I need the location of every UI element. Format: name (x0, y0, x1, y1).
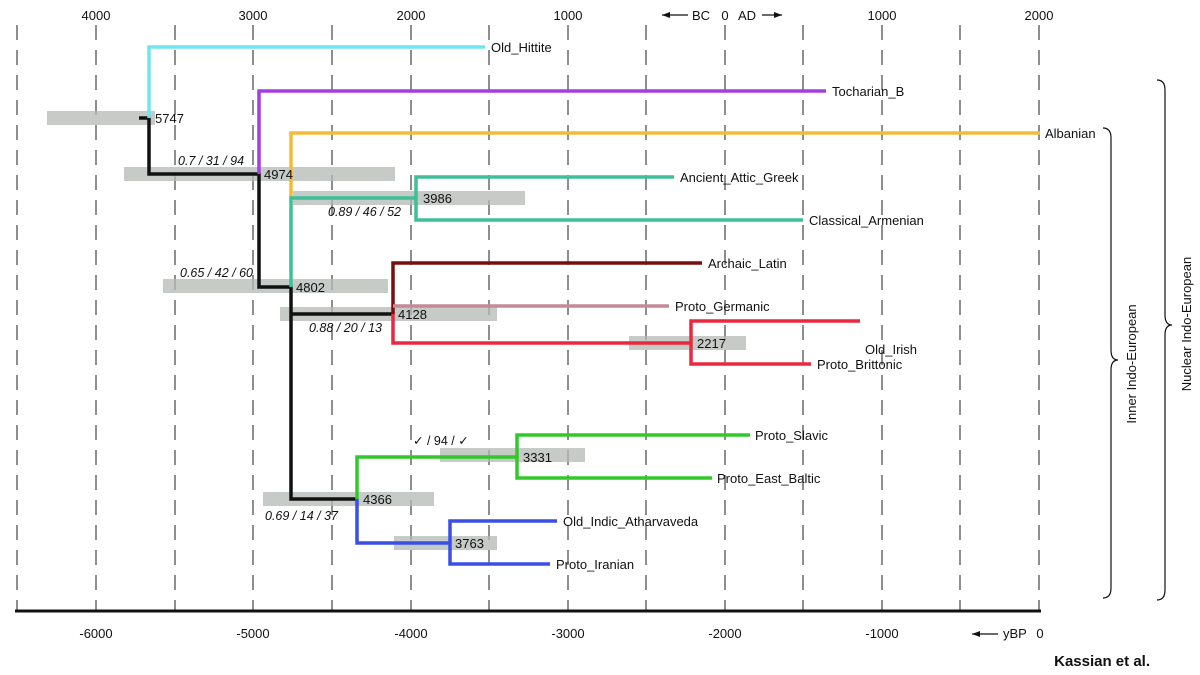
credit-label: Kassian et al. (1054, 653, 1150, 670)
leaf-label-classical-armenian: Classical_Armenian (809, 213, 924, 228)
branch-indo-iranian-stem (355, 499, 450, 545)
branch-old-irish (689, 319, 860, 343)
branch-proto-east-baltic (515, 457, 712, 480)
branch-celtic-stem (391, 314, 691, 345)
era-zero-label: 0 (721, 8, 728, 23)
support-value: 0.89 / 46 / 52 (328, 205, 401, 219)
leaf-label-proto-brittonic: Proto_Brittonic (817, 357, 903, 372)
leaf-label-proto-slavic: Proto_Slavic (755, 428, 828, 443)
bottom-tick: -5000 (236, 626, 269, 641)
leaf-label-proto-germanic: Proto_Germanic (675, 299, 770, 314)
leaf-label-archaic-latin: Archaic_Latin (708, 256, 787, 271)
uncertainty-bar (440, 448, 585, 462)
support-value: 0.65 / 42 / 60 (180, 266, 253, 280)
brace-nuclear-indo-european: Nuclear Indo-European (1156, 79, 1194, 601)
ybp-indicator: yBP (972, 626, 1027, 641)
node-label: 4802 (296, 280, 325, 295)
bottom-tick: -1000 (865, 626, 898, 641)
leaf-label-albanian: Albanian (1045, 126, 1096, 141)
inner-indo-european-label: Inner Indo-European (1124, 304, 1139, 423)
bottom-axis: -6000 -5000 -4000 -3000 -2000 -1000 yBP … (15, 609, 1044, 641)
support-value: 0.7 / 31 / 94 (178, 154, 244, 168)
leaf-label-old-hittite: Old_Hittite (491, 40, 552, 55)
uncertainty-bar (47, 111, 155, 125)
tree-branches (139, 45, 1040, 566)
branch-classical-armenian (414, 198, 803, 222)
support-value: 0.88 / 20 / 13 (309, 321, 382, 335)
bottom-tick: -2000 (708, 626, 741, 641)
branch-root (139, 116, 357, 501)
node-label: 4366 (363, 492, 392, 507)
bottom-tick: -6000 (79, 626, 112, 641)
node-labels: 5747 4974 3986 4802 4128 2217 3331 4366 … (155, 111, 726, 551)
bottom-tick: 0 (1036, 626, 1043, 641)
ybp-label: yBP (1003, 626, 1027, 641)
support-value: 0.69 / 14 / 37 (265, 509, 339, 523)
leaf-labels: Old_Hittite Tocharian_B Albanian Ancient… (491, 40, 1096, 572)
node-label: 3331 (523, 450, 552, 465)
top-tick: 3000 (239, 8, 268, 23)
support-values: 0.7 / 31 / 94 0.89 / 46 / 52 0.65 / 42 /… (178, 154, 469, 523)
node-label: 2217 (697, 336, 726, 351)
node-label: 3763 (455, 536, 484, 551)
leaf-label-ancient-attic-greek: Ancient_Attic_Greek (680, 170, 799, 185)
branch-proto-slavic (515, 433, 750, 457)
branch-greek-armenian-stem (289, 196, 416, 287)
nuclear-indo-european-label: Nuclear Indo-European (1179, 257, 1194, 391)
era-indicator: BC 0 AD (662, 8, 782, 23)
support-value: ✓ / 94 / ✓ (413, 434, 469, 448)
branch-albanian (289, 131, 1040, 198)
branch-ancient-attic-greek (414, 175, 674, 198)
top-tick: 4000 (82, 8, 111, 23)
top-tick: 1000 (554, 8, 583, 23)
node-label: 3986 (423, 191, 452, 206)
era-bc-label: BC (692, 8, 710, 23)
bottom-tick: -3000 (551, 626, 584, 641)
top-tick: 2000 (397, 8, 426, 23)
node-label: 4128 (398, 307, 427, 322)
leaf-label-old-irish: Old_Irish (865, 342, 917, 357)
branch-proto-brittonic (689, 343, 811, 366)
era-ad-label: AD (738, 8, 756, 23)
branch-balto-slavic-stem (355, 455, 517, 499)
gridlines (16, 25, 1040, 610)
bottom-tick: -4000 (394, 626, 427, 641)
branch-old-hittite (147, 45, 485, 118)
node-label: 4974 (264, 167, 293, 182)
leaf-label-proto-iranian: Proto_Iranian (556, 557, 634, 572)
brace-inner-indo-european: Inner Indo-European (1102, 127, 1139, 599)
branch-tocharian-b (257, 89, 826, 174)
branch-archaic-latin (391, 261, 702, 314)
node-label: 5747 (155, 111, 184, 126)
top-tick: 1000 (868, 8, 897, 23)
branch-proto-iranian (448, 543, 550, 566)
leaf-label-tocharian-b: Tocharian_B (832, 84, 904, 99)
top-tick: 2000 (1025, 8, 1054, 23)
branch-old-indic (448, 519, 557, 543)
leaf-label-old-indic-atharvaveda: Old_Indic_Atharvaveda (563, 514, 699, 529)
leaf-label-proto-east-baltic: Proto_East_Baltic (717, 471, 821, 486)
top-axis: 4000 3000 2000 1000 1000 2000 BC 0 AD (82, 8, 1054, 23)
